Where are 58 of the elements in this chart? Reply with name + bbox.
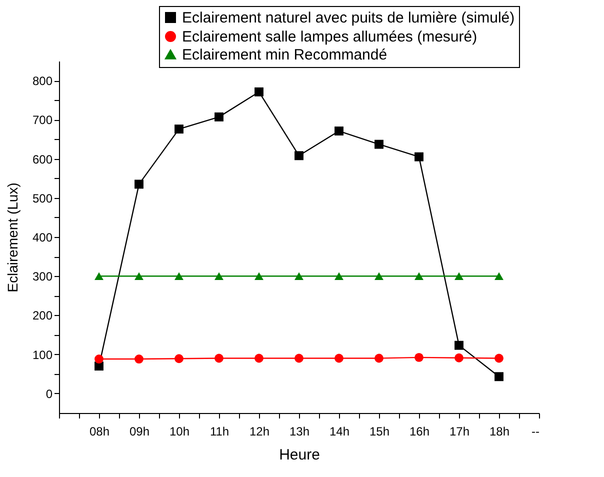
y-tick-label: 700	[32, 113, 53, 128]
point	[94, 354, 104, 364]
x-tick-label: 13h	[289, 424, 310, 438]
x-tick-label: 15h	[369, 424, 390, 438]
y-tick-label: 600	[32, 152, 53, 166]
point	[294, 272, 304, 280]
point	[294, 151, 304, 160]
point	[254, 272, 264, 280]
point	[214, 272, 224, 280]
legend-label: Eclairement salle lampes allumées (mesuré)	[182, 28, 478, 46]
point	[334, 354, 344, 363]
point	[414, 272, 424, 280]
x-tick-label: 10h	[169, 424, 190, 438]
x-tick-label: 08h	[89, 424, 110, 438]
point	[134, 180, 144, 189]
point	[254, 87, 264, 96]
point	[174, 272, 184, 280]
y-tick-label: 200	[32, 308, 53, 323]
point	[494, 372, 504, 382]
point	[134, 354, 144, 364]
legend-label: Eclairement min Recommandé	[182, 46, 388, 64]
point	[294, 354, 304, 363]
point	[494, 272, 504, 280]
y-tick-label: 0	[46, 386, 53, 401]
point	[214, 112, 224, 122]
y-tick-label: 100	[32, 348, 53, 362]
point	[414, 152, 424, 162]
x-tick-label: --	[532, 424, 540, 438]
y-tick-label: 500	[32, 191, 53, 206]
point	[454, 272, 464, 280]
point	[174, 124, 184, 134]
point	[454, 340, 464, 350]
point	[374, 140, 384, 149]
x-tick-label: 12h	[249, 424, 270, 438]
point	[414, 353, 424, 362]
point	[134, 272, 144, 280]
point	[334, 272, 344, 280]
y-axis-title: Eclairement (Lux)	[4, 182, 20, 292]
point	[214, 354, 224, 363]
point	[94, 272, 104, 280]
point	[334, 126, 344, 136]
point	[254, 354, 264, 363]
point	[494, 354, 504, 363]
y-tick-label: 800	[32, 74, 53, 88]
point	[454, 353, 464, 362]
point	[174, 354, 184, 364]
x-tick-label: 17h	[449, 424, 470, 438]
x-tick-label: 11h	[210, 424, 230, 438]
x-axis-title: Heure	[279, 446, 320, 464]
x-tick-label: 16h	[409, 424, 430, 438]
point	[374, 272, 384, 280]
y-tick-label: 400	[32, 230, 53, 244]
x-tick-label: 14h	[329, 424, 350, 438]
x-tick-label: 18h	[489, 424, 510, 438]
legend-label: Eclairement naturel avec puits de lumière (simulé)	[182, 10, 515, 26]
y-tick-label: 300	[32, 270, 53, 284]
point	[374, 354, 384, 363]
x-tick-label: 09h	[129, 424, 150, 438]
